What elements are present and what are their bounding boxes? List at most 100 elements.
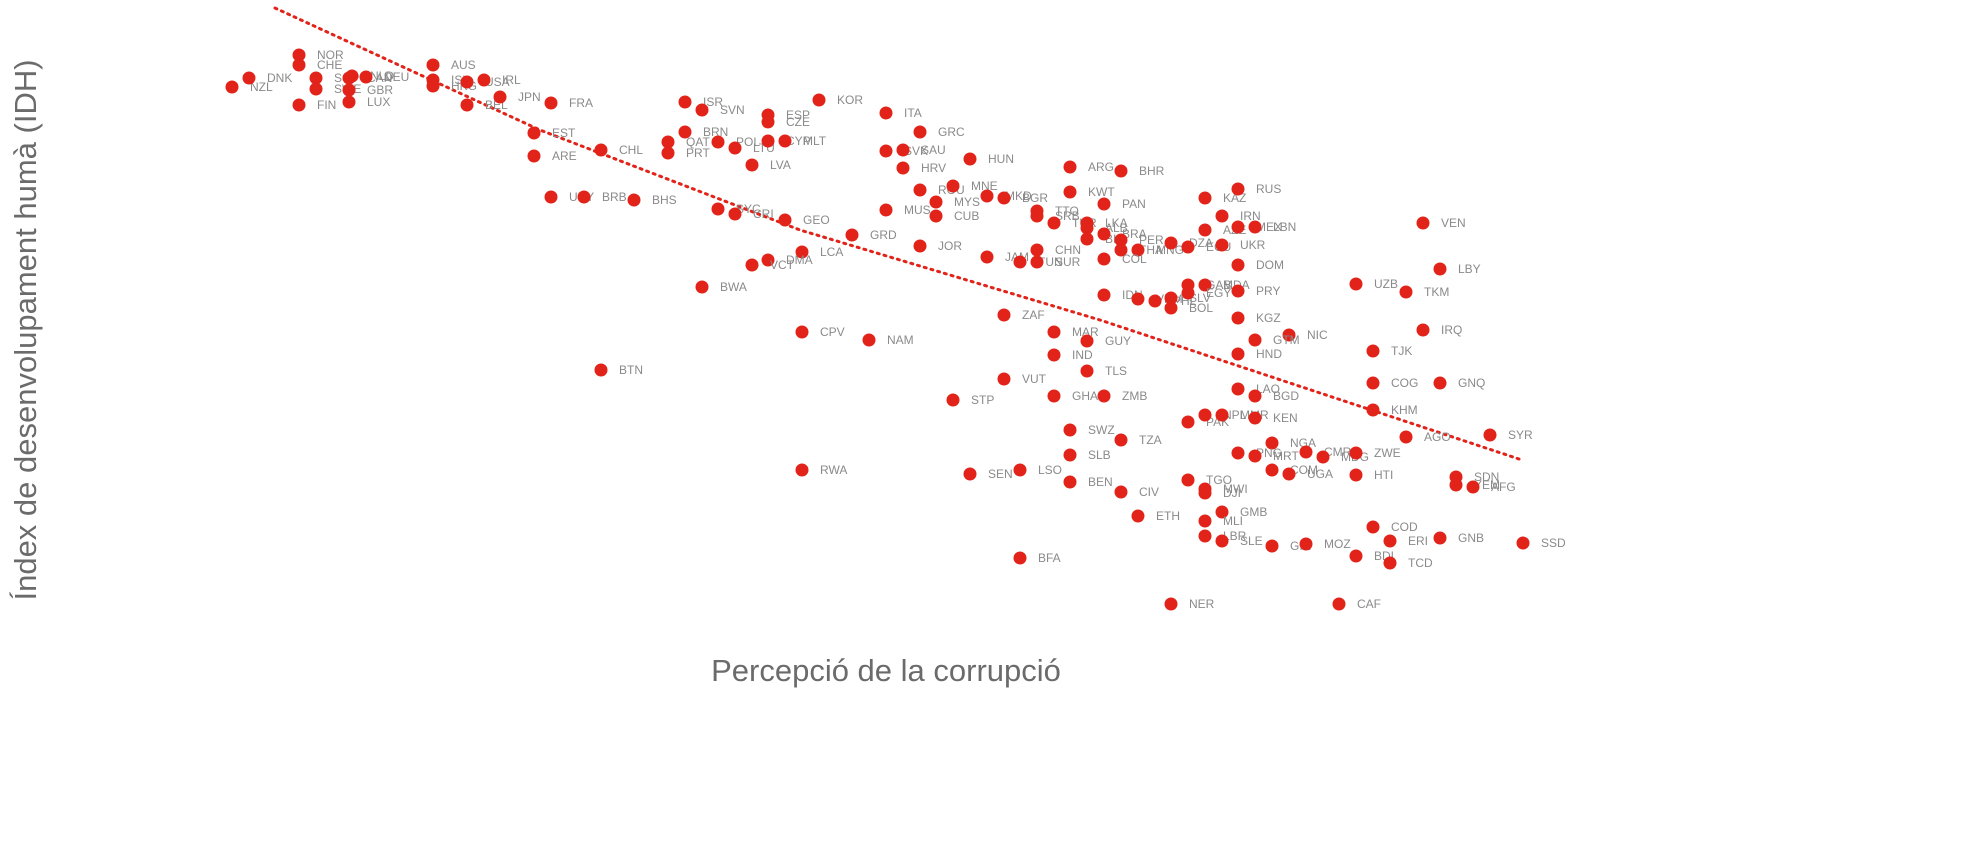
point — [896, 161, 910, 175]
point — [1516, 536, 1530, 550]
point — [1449, 478, 1463, 492]
point-label: CIV — [1139, 485, 1159, 499]
point — [795, 463, 809, 477]
point-label: CHL — [619, 143, 643, 157]
point — [795, 245, 809, 259]
point — [1299, 445, 1313, 459]
point — [1383, 534, 1397, 548]
point-label: KHM — [1391, 403, 1418, 417]
point-label: CPV — [820, 325, 845, 339]
point — [292, 98, 306, 112]
point-label: MLI — [1223, 514, 1243, 528]
point-label: PRT — [686, 146, 710, 160]
point — [1299, 537, 1313, 551]
point — [1097, 227, 1111, 241]
point — [1114, 243, 1128, 257]
point-label: GAB — [1206, 278, 1231, 292]
point — [1013, 551, 1027, 565]
point-label: IRQ — [1441, 323, 1462, 337]
point — [460, 75, 474, 89]
point-label: LSO — [1038, 463, 1062, 477]
point — [309, 82, 323, 96]
point-label: TKM — [1424, 285, 1449, 299]
point-label: NER — [1189, 597, 1215, 611]
point — [1097, 197, 1111, 211]
point — [1248, 449, 1262, 463]
point-label: ZWE — [1374, 446, 1401, 460]
point — [1181, 473, 1195, 487]
point-label: BFA — [1038, 551, 1061, 565]
point-label: TUN — [1038, 255, 1063, 269]
point-label: IRN — [1240, 209, 1261, 223]
point — [292, 58, 306, 72]
point — [678, 125, 692, 139]
point — [1047, 348, 1061, 362]
point — [1265, 463, 1279, 477]
point-label: ZAF — [1022, 308, 1045, 322]
point-label: DEU — [384, 70, 409, 84]
point-label: QAT — [686, 135, 710, 149]
point-label: BGD — [1273, 389, 1299, 403]
point — [1114, 485, 1128, 499]
point — [1416, 216, 1430, 230]
point-label: ERI — [1408, 534, 1428, 548]
point — [862, 333, 876, 347]
point-label: AGO — [1424, 430, 1451, 444]
point — [1248, 333, 1262, 347]
point — [1231, 182, 1245, 196]
point — [1483, 428, 1497, 442]
point — [1063, 185, 1077, 199]
point-label: KEN — [1273, 411, 1298, 425]
point-label: COL — [1122, 252, 1147, 266]
point-label: MAR — [1072, 325, 1099, 339]
point-label: GEO — [803, 213, 830, 227]
point — [963, 467, 977, 481]
point-label: RWA — [820, 463, 847, 477]
point — [1013, 255, 1027, 269]
point — [1131, 509, 1145, 523]
point-label: GNB — [1458, 531, 1484, 545]
point — [1063, 475, 1077, 489]
point — [879, 144, 893, 158]
point — [1349, 468, 1363, 482]
point-label: VEN — [1441, 216, 1466, 230]
point-label: SLE — [1240, 534, 1263, 548]
point-label: IND — [1072, 348, 1093, 362]
point-label: YEM — [1474, 478, 1500, 492]
point-label: POL — [736, 135, 760, 149]
point — [1198, 223, 1212, 237]
point — [1131, 243, 1145, 257]
point — [1047, 389, 1061, 403]
point — [728, 141, 742, 155]
point-label: COG — [1391, 376, 1418, 390]
point — [1080, 364, 1094, 378]
point — [896, 143, 910, 157]
point — [1097, 288, 1111, 302]
point — [1181, 286, 1195, 300]
point — [761, 115, 775, 129]
point — [745, 258, 759, 272]
point — [1131, 292, 1145, 306]
point — [761, 134, 775, 148]
point — [1231, 258, 1245, 272]
point-label: TZA — [1139, 433, 1162, 447]
point-label: SRB — [1055, 209, 1080, 223]
point-label: SSD — [1541, 536, 1566, 550]
point-label: HRV — [921, 161, 946, 175]
point-label: LBR — [1223, 529, 1247, 543]
point-label: GRC — [938, 125, 965, 139]
point-label: HTI — [1374, 468, 1393, 482]
point — [1030, 255, 1044, 269]
point-label: JOR — [938, 239, 962, 253]
point-label: CRI — [753, 207, 774, 221]
point-label: LVA — [770, 158, 791, 172]
point — [477, 73, 491, 87]
point — [1097, 389, 1111, 403]
point — [661, 135, 675, 149]
point-label: ITA — [904, 106, 922, 120]
point-label: ETH — [1156, 509, 1180, 523]
point — [778, 213, 792, 227]
point — [1063, 160, 1077, 174]
point — [1332, 597, 1346, 611]
point-label: CUB — [954, 209, 979, 223]
